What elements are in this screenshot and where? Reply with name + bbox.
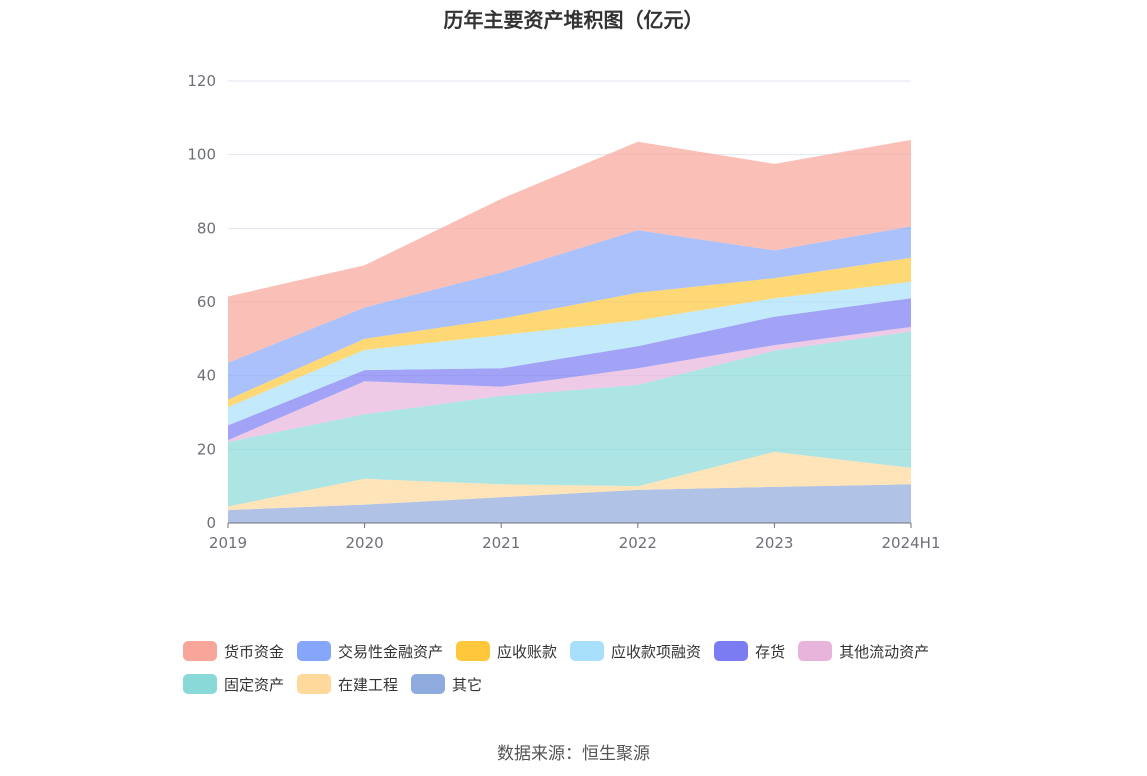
area-存货 (228, 298, 911, 441)
area-货币资金 (228, 139, 911, 363)
area-应收款项融资 (228, 281, 911, 426)
axes: 0 20 40 60 80 100 120 2019 2020 2021 2022 2023 2024H… (187, 72, 940, 552)
x-tick-label: 2024H1 (882, 534, 941, 552)
x-tick-label: 2020 (346, 534, 384, 552)
legend-item[interactable]: 交易性金融资产 (297, 641, 443, 662)
legend-row: 固定资产 在建工程 其它 (183, 673, 983, 695)
chart-title: 历年主要资产堆积图（亿元） (443, 8, 704, 32)
y-tick-label: 40 (197, 367, 216, 385)
legend-swatch (798, 641, 833, 661)
legend-label: 交易性金融资产 (338, 642, 444, 661)
area-其它 (228, 484, 911, 523)
legend-swatch (714, 641, 749, 661)
area-固定资产 (228, 331, 911, 507)
area-其他流动资产 (228, 327, 911, 442)
x-tick-label: 2019 (209, 534, 247, 552)
y-tick-label: 80 (197, 219, 216, 237)
legend-swatch (297, 641, 332, 661)
legend-swatch (183, 674, 217, 694)
legend-item[interactable]: 存货 (714, 641, 785, 662)
area-交易性金融资产 (228, 226, 911, 400)
legend-label: 固定资产 (224, 675, 285, 694)
legend-item[interactable]: 其他流动资产 (798, 641, 929, 662)
legend-label: 其它 (452, 675, 483, 694)
legend-item[interactable]: 固定资产 (183, 674, 284, 695)
legend-swatch (411, 674, 446, 694)
legend-swatch (570, 641, 605, 661)
legend-label: 存货 (755, 642, 786, 661)
legend-swatch (183, 641, 217, 661)
y-tick-label: 60 (197, 293, 216, 311)
area-在建工程 (228, 451, 911, 511)
legend-item[interactable]: 其它 (411, 674, 482, 695)
legend-row: 货币资金 交易性金融资产 应收账款 应收款项融资 存货 其他流动资产 (183, 640, 983, 662)
area-series (228, 139, 911, 523)
legend-swatch (456, 641, 491, 661)
legend-label: 在建工程 (338, 675, 399, 694)
x-tick-label: 2022 (619, 534, 657, 552)
legend-label: 应收款项融资 (611, 642, 702, 661)
legend-item[interactable]: 货币资金 (183, 641, 284, 662)
legend-item[interactable]: 在建工程 (297, 674, 398, 695)
legend-label: 货币资金 (224, 642, 285, 661)
area-应收账款 (228, 257, 911, 407)
legend-label: 应收账款 (497, 642, 558, 661)
legend-item[interactable]: 应收账款 (456, 641, 557, 662)
y-tick-label: 20 (197, 440, 216, 458)
x-tick-label: 2021 (482, 534, 520, 552)
legend: 货币资金 交易性金融资产 应收账款 应收款项融资 存货 其他流动资产固定资产 在建工程 其它 (183, 640, 983, 706)
y-tick-label: 0 (206, 514, 216, 532)
y-tick-label: 120 (187, 72, 216, 90)
x-tick-label: 2023 (755, 534, 793, 552)
legend-label: 其他流动资产 (839, 642, 930, 661)
legend-item[interactable]: 应收款项融资 (570, 641, 701, 662)
y-tick-label: 100 (187, 146, 216, 164)
legend-swatch (297, 674, 332, 694)
data-source-note: 数据来源：恒生聚源 (497, 744, 650, 764)
